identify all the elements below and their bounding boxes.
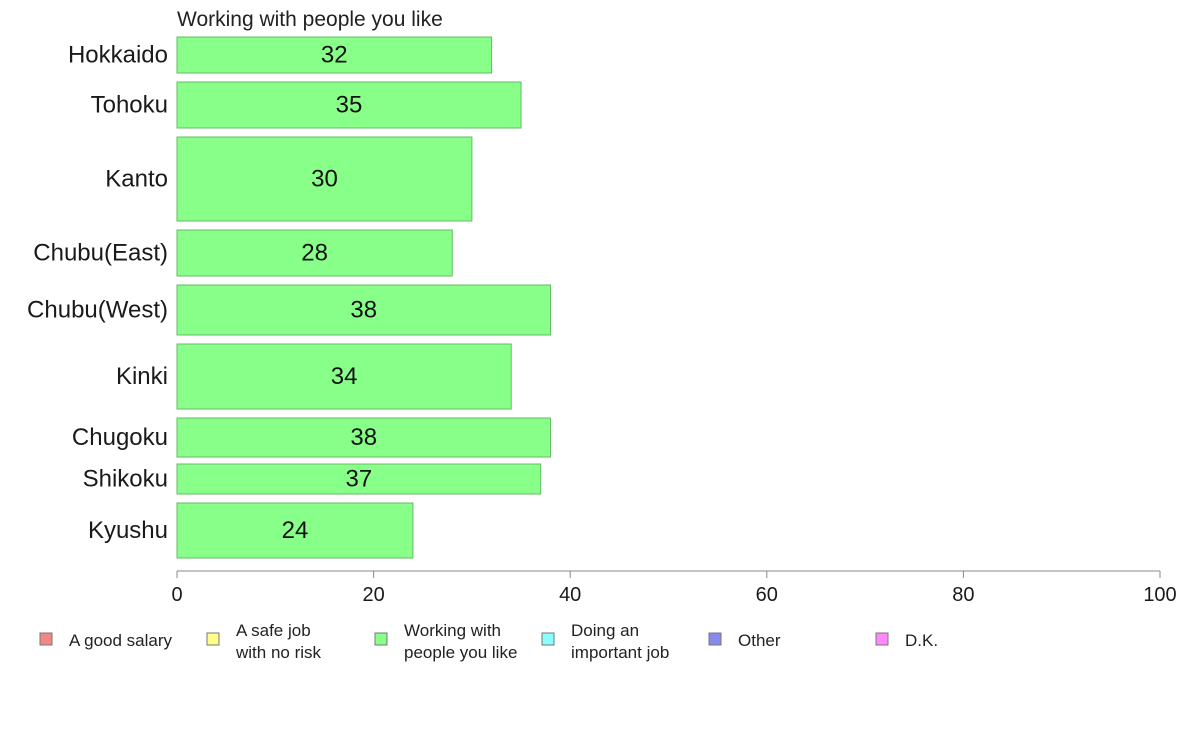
category-label: Chubu(West) xyxy=(27,297,168,324)
bar-kyushu xyxy=(176,502,414,559)
bar-value-label: 28 xyxy=(301,240,328,267)
bar-chubu-east- xyxy=(176,229,453,277)
bar-value-label: 37 xyxy=(346,466,373,493)
legend-label: A good salary xyxy=(69,631,173,650)
legend-swatch xyxy=(206,632,220,646)
legend-label: with no risk xyxy=(235,643,322,662)
x-tick-label: 0 xyxy=(171,584,182,606)
category-label: Hokkaido xyxy=(68,42,168,69)
legend-swatch xyxy=(875,632,889,646)
legend-label: A safe job xyxy=(236,621,311,640)
category-label: Shikoku xyxy=(83,466,168,493)
legend-swatch xyxy=(374,632,388,646)
bar-kanto xyxy=(176,136,473,222)
x-tick-label: 40 xyxy=(559,584,581,606)
legend: A good salary A safe job with no risk Worki… xyxy=(39,621,938,662)
category-label: Chugoku xyxy=(72,424,168,451)
legend-label: Doing an xyxy=(571,621,639,640)
bar-value-label: 38 xyxy=(350,424,377,451)
bar-kinki xyxy=(176,343,512,410)
x-tick-label: 80 xyxy=(952,584,974,606)
legend-swatch xyxy=(708,632,722,646)
bar-value-label: 24 xyxy=(282,517,309,544)
legend-label: important job xyxy=(571,643,669,662)
bars-group: Hokkaido 32 Tohoku 35 Kanto 30 Chubu(East) 28 Ch… xyxy=(27,36,552,559)
category-label: Tohoku xyxy=(91,92,168,119)
legend-swatch xyxy=(541,632,555,646)
chart-title: Working with people you like xyxy=(177,8,443,31)
bar-shikoku xyxy=(176,463,542,495)
x-tick-label: 100 xyxy=(1143,584,1176,606)
x-tick-label: 20 xyxy=(362,584,384,606)
legend-label: Working with xyxy=(404,621,501,640)
category-label: Kyushu xyxy=(88,517,168,544)
legend-label: D.K. xyxy=(905,631,938,650)
x-tick-label: 60 xyxy=(756,584,778,606)
bar-value-label: 32 xyxy=(321,42,348,69)
bar-value-label: 38 xyxy=(350,297,377,324)
bar-value-label: 30 xyxy=(311,166,338,193)
legend-label: people you like xyxy=(404,643,517,662)
x-axis: 0 20 40 60 80 100 xyxy=(171,570,1177,606)
legend-label: Other xyxy=(738,631,781,650)
category-label: Chubu(East) xyxy=(33,240,168,267)
category-label: Kinki xyxy=(116,363,168,390)
bar-chugoku xyxy=(176,417,552,458)
bar-tohoku xyxy=(176,81,522,129)
bar-value-label: 35 xyxy=(336,92,363,119)
bar-hokkaido xyxy=(176,36,493,74)
bar-chubu-west- xyxy=(176,284,552,336)
bar-value-label: 34 xyxy=(331,363,358,390)
category-label: Kanto xyxy=(105,166,168,193)
legend-swatch xyxy=(39,632,53,646)
